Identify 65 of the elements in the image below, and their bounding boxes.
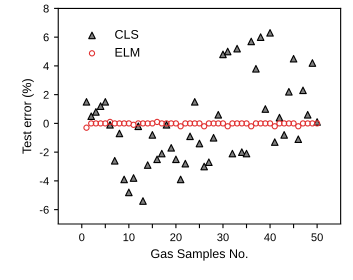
point — [139, 197, 147, 205]
point — [106, 121, 114, 129]
point — [247, 38, 256, 46]
point — [304, 110, 312, 119]
y-tick-label: 0 — [43, 120, 49, 128]
point — [233, 44, 241, 52]
x-tick-label: 20 — [170, 233, 182, 242]
point — [280, 131, 288, 139]
point — [242, 150, 250, 158]
point — [144, 161, 152, 169]
point — [252, 64, 260, 73]
legend-label: ELM — [116, 48, 140, 57]
point — [200, 162, 208, 170]
x-tick-label: 40 — [264, 233, 276, 242]
x-tick-label: 0 — [79, 233, 84, 242]
point — [228, 150, 236, 158]
point — [102, 98, 110, 106]
point — [87, 112, 96, 120]
point — [308, 59, 316, 67]
point — [186, 132, 194, 140]
point — [110, 156, 119, 165]
point — [219, 50, 227, 58]
point — [96, 102, 104, 110]
point — [82, 98, 90, 106]
x-tick-label: 30 — [217, 233, 229, 242]
y-tick-label: 2 — [44, 90, 49, 99]
point — [190, 98, 199, 106]
y-tick-label: 6 — [44, 33, 49, 42]
y-axis-title: Test error (%) — [22, 79, 34, 154]
x-tick-label: 50 — [311, 233, 323, 242]
point — [92, 108, 100, 116]
point — [290, 54, 298, 63]
point — [224, 48, 232, 56]
point — [256, 33, 264, 41]
y-tick-label: -4 — [40, 177, 49, 185]
point — [214, 110, 222, 119]
point — [276, 114, 284, 122]
point — [205, 158, 213, 166]
point — [148, 131, 156, 139]
y-tick-label: 8 — [44, 4, 49, 13]
point — [299, 86, 307, 94]
point — [210, 134, 218, 142]
point — [134, 122, 142, 130]
point — [172, 156, 180, 164]
point — [266, 29, 274, 37]
point — [294, 135, 302, 144]
y-tick-label: -6 — [40, 206, 49, 214]
x-axis-title: Gas Samples No. — [151, 248, 248, 261]
legend-label: CLS — [115, 30, 138, 39]
point — [176, 176, 184, 184]
y-tick-label: -2 — [40, 148, 49, 156]
point — [116, 130, 124, 138]
point — [196, 140, 204, 148]
point — [167, 144, 176, 152]
point — [158, 150, 166, 158]
point — [125, 188, 133, 196]
point — [120, 176, 128, 184]
point — [130, 174, 138, 182]
point — [270, 138, 279, 146]
point — [262, 105, 270, 113]
point — [285, 88, 293, 96]
point — [153, 156, 161, 164]
x-tick-label: 10 — [124, 233, 135, 242]
point — [182, 160, 190, 168]
y-tick-label: 4 — [43, 62, 49, 70]
